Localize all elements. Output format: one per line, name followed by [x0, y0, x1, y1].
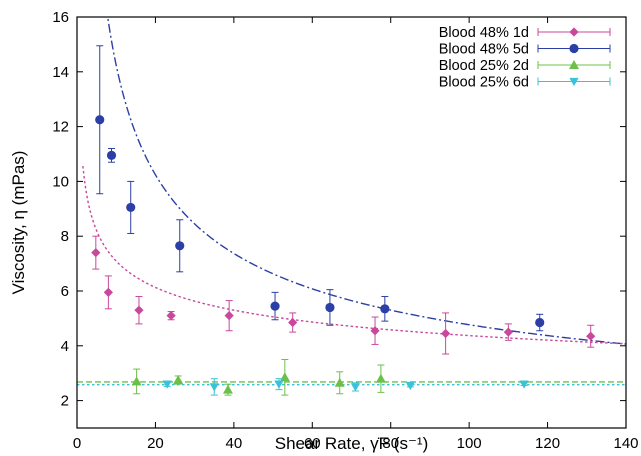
data-point: [370, 326, 380, 336]
data-points: [91, 45, 596, 396]
data-point: [325, 302, 335, 313]
data-point: [103, 287, 113, 297]
legend-marker: [569, 43, 579, 54]
data-point: [166, 311, 176, 321]
data-point: [334, 377, 345, 387]
plot-frame: [76, 16, 627, 429]
data-point: [405, 381, 415, 391]
x-tick-label: 20: [147, 435, 164, 452]
legend-label: Blood 48% 1d: [439, 25, 529, 41]
legend-label: Blood 25% 6d: [439, 75, 529, 91]
legend-label: Blood 25% 2d: [439, 58, 529, 74]
y-tick-label: 6: [61, 283, 69, 300]
y-tick-label: 16: [52, 9, 69, 26]
data-point: [274, 380, 284, 389]
data-point: [95, 115, 105, 125]
data-point: [375, 373, 386, 383]
x-tick-label: 60: [304, 435, 321, 452]
fit-curve: [82, 165, 626, 345]
legend-marker: [569, 27, 579, 37]
data-point: [162, 380, 172, 389]
data-point: [224, 311, 234, 321]
y-tick-label: 12: [52, 119, 69, 136]
data-point: [586, 331, 596, 341]
y-tick-label: 14: [52, 64, 69, 81]
series-triangle-down: [162, 378, 529, 396]
data-point: [503, 327, 513, 337]
axis-ticks: 0 20 40 60 80 100 120 140 2 4 6 8 10 12 14 16: [52, 9, 638, 452]
x-axis-label: Shear Rate, γ̇F (s⁻¹): [275, 434, 429, 453]
fit-curve: [106, 17, 626, 345]
legend-marker: [569, 60, 579, 69]
legend-label: Blood 48% 5d: [439, 42, 529, 58]
data-point: [131, 376, 142, 386]
data-point: [134, 305, 144, 315]
data-point: [106, 150, 117, 160]
series-circle: [95, 45, 545, 332]
data-point: [519, 380, 529, 389]
x-tick-label: 0: [73, 435, 81, 452]
data-point: [350, 383, 361, 392]
y-tick-label: 4: [61, 338, 69, 355]
x-tick-label: 80: [382, 435, 399, 452]
x-tick-label: 120: [535, 435, 560, 452]
data-point: [126, 202, 136, 213]
data-point: [209, 383, 219, 392]
x-tick-label: 40: [226, 435, 243, 452]
y-tick-label: 2: [61, 393, 69, 410]
y-tick-label: 8: [61, 228, 69, 245]
data-point: [380, 304, 390, 314]
y-axis-label: Viscosity, η (mPas): [9, 151, 28, 295]
data-point: [441, 328, 451, 339]
data-point: [173, 375, 184, 385]
series-diamond: [91, 235, 596, 355]
data-point: [288, 317, 298, 328]
data-point: [270, 301, 280, 311]
data-point: [175, 241, 185, 251]
x-tick-label: 140: [613, 435, 638, 452]
data-point: [222, 384, 233, 394]
data-point: [91, 248, 101, 258]
y-tick-label: 10: [52, 173, 69, 190]
data-point: [535, 317, 545, 328]
legend-marker: [569, 77, 579, 87]
x-tick-label: 100: [457, 435, 482, 452]
